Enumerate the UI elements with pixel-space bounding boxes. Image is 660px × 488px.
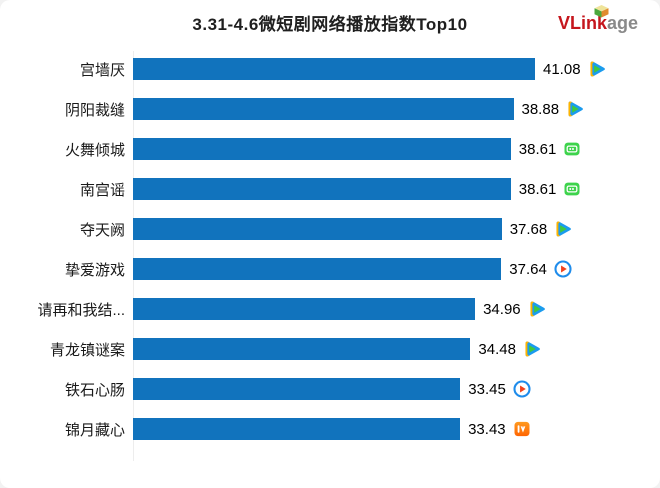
bar-row: 挚爱游戏 37.64 — [0, 249, 660, 289]
bar-row: 锦月藏心 33.43 — [0, 409, 660, 449]
vlinkage-gem-icon — [594, 5, 609, 18]
bar-track: 37.64 — [133, 249, 660, 289]
drama-title-label: 铁石心肠 — [64, 381, 125, 399]
drama-title-label: 宫墙厌 — [79, 61, 125, 79]
tencent-video-icon — [528, 300, 546, 318]
bar-value-label: 38.61 — [518, 180, 557, 198]
bar-value-label: 33.45 — [468, 380, 506, 398]
chart-title: 3.31-4.6微短剧网络播放指数Top10 — [192, 15, 468, 34]
drama-title-label: 请再和我结... — [37, 301, 125, 319]
drama-title-label: 锦月藏心 — [64, 421, 125, 439]
bar[interactable] — [133, 338, 471, 360]
bar-value-label: 34.48 — [478, 340, 516, 358]
bar-row: 铁石心肠 33.45 — [0, 369, 660, 409]
bar[interactable] — [133, 218, 502, 240]
bar-track: 33.43 — [133, 409, 660, 449]
bar[interactable] — [133, 378, 461, 400]
drama-title-label: 青龙镇谜案 — [49, 341, 125, 359]
youku-icon — [513, 380, 531, 398]
bar-value-label: 41.08 — [543, 60, 581, 78]
bar-track: 37.68 — [133, 209, 660, 249]
bar-value-label: 38.61 — [518, 140, 557, 158]
bar-value-label: 37.68 — [509, 220, 548, 238]
bar[interactable] — [133, 258, 502, 280]
y-axis-line — [133, 51, 134, 461]
bar-track: 41.08 — [133, 49, 660, 89]
bar-row: 宫墙厌 41.08 — [0, 49, 660, 89]
bar-track: 38.61 — [133, 129, 660, 169]
bar-track: 38.61 — [133, 169, 660, 209]
bar[interactable] — [133, 178, 511, 200]
bar-row: 青龙镇谜案 34.48 — [0, 329, 660, 369]
bar[interactable] — [133, 98, 514, 120]
iqiyi-icon — [563, 140, 581, 158]
drama-title-label: 挚爱游戏 — [64, 261, 125, 279]
bar-row: 火舞倾城 38.61 — [0, 129, 660, 169]
mango-tv-icon — [513, 420, 531, 438]
tencent-video-icon — [566, 100, 584, 118]
logo-text-vlink: VLink — [557, 13, 607, 33]
drama-title-label: 火舞倾城 — [64, 141, 125, 159]
bar-track: 33.45 — [133, 369, 660, 409]
bar-row: 请再和我结... 34.96 — [0, 289, 660, 329]
drama-title-label: 阴阳裁缝 — [64, 101, 125, 119]
tencent-video-icon — [554, 220, 572, 238]
bar-value-label: 33.43 — [468, 420, 506, 438]
bar-track: 38.88 — [133, 89, 660, 129]
bar-value-label: 34.96 — [483, 300, 521, 318]
drama-title-label: 南宫谣 — [79, 181, 125, 199]
bar-track: 34.48 — [133, 329, 660, 369]
logo-text-age: age — [606, 13, 638, 33]
bar-row: 阴阳裁缝 38.88 — [0, 89, 660, 129]
bar[interactable] — [133, 58, 535, 80]
bar[interactable] — [133, 298, 476, 320]
vlinkage-logo: VLinkage — [557, 5, 638, 33]
bar-value-label: 37.64 — [509, 260, 547, 278]
iqiyi-icon — [563, 180, 581, 198]
bar-chart: 宫墙厌 41.08 阴阳裁缝 38.88 — [0, 49, 660, 461]
drama-title-label: 夺天阙 — [79, 221, 125, 239]
bar[interactable] — [133, 418, 461, 440]
tencent-video-icon — [523, 340, 541, 358]
youku-icon — [554, 260, 572, 278]
tencent-video-icon — [588, 60, 606, 78]
bar-row: 夺天阙 37.68 — [0, 209, 660, 249]
bar-row: 南宫谣 38.61 — [0, 169, 660, 209]
bar-value-label: 38.88 — [521, 100, 560, 118]
bar[interactable] — [133, 138, 511, 160]
bar-track: 34.96 — [133, 289, 660, 329]
